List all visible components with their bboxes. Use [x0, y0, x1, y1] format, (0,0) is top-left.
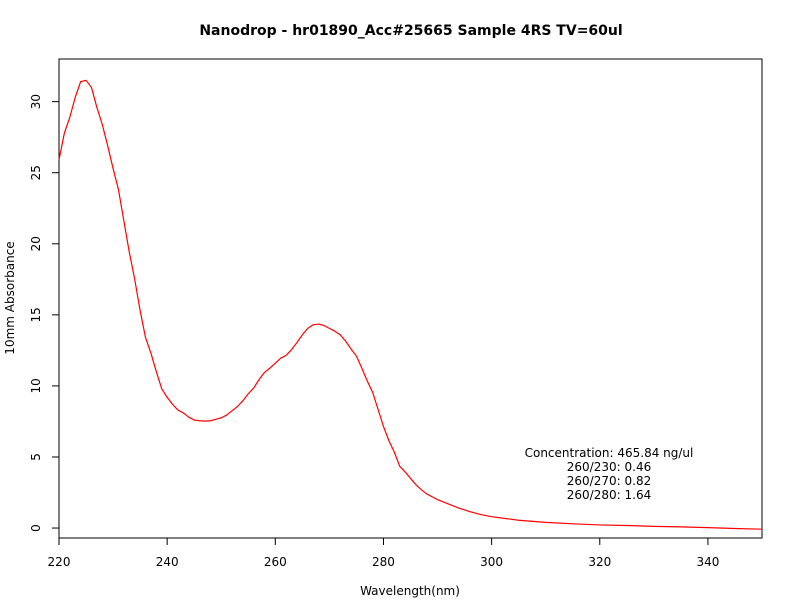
- y-tick-label-0: 0: [29, 524, 43, 532]
- ratio-260-270-annotation: 260/270: 0.82: [567, 474, 651, 488]
- y-axis: 0 5 10 15 20 25 30: [29, 94, 60, 532]
- x-tick-label-300: 300: [480, 555, 503, 569]
- series-group: [58, 79, 763, 530]
- x-tick-label-260: 260: [264, 555, 287, 569]
- y-tick-label-25: 25: [29, 165, 43, 180]
- ratio-260-280-annotation: 260/280: 1.64: [567, 488, 651, 502]
- y-tick-label-30: 30: [29, 94, 43, 109]
- plot-frame: [58, 58, 763, 539]
- y-axis-label: 10mm Absorbance: [3, 241, 17, 354]
- concentration-annotation: Concentration: 465.84 ng/ul: [525, 446, 694, 460]
- annotation-box: Concentration: 465.84 ng/ul 260/230: 0.4…: [525, 446, 694, 502]
- x-tick-label-320: 320: [588, 555, 611, 569]
- y-tick-label-15: 15: [29, 307, 43, 322]
- y-tick-label-5: 5: [29, 453, 43, 461]
- ratio-260-230-annotation: 260/230: 0.46: [567, 460, 651, 474]
- x-tick-label-240: 240: [156, 555, 179, 569]
- chart-title: Nanodrop - hr01890_Acc#25665 Sample 4RS …: [199, 23, 622, 39]
- x-tick-label-280: 280: [372, 555, 395, 569]
- y-tick-label-20: 20: [29, 236, 43, 251]
- x-tick-label-340: 340: [696, 555, 719, 569]
- y-tick-label-10: 10: [29, 378, 43, 393]
- x-tick-label-220: 220: [48, 555, 71, 569]
- x-axis: 220 240 260 280 300 320 340: [48, 537, 719, 569]
- x-axis-label: Wavelength(nm): [360, 584, 460, 598]
- absorbance-line-0: [58, 79, 763, 530]
